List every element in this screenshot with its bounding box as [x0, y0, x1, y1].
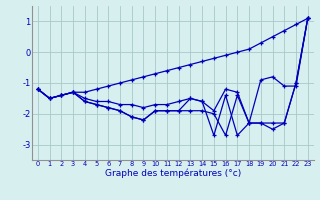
X-axis label: Graphe des températures (°c): Graphe des températures (°c)	[105, 169, 241, 178]
